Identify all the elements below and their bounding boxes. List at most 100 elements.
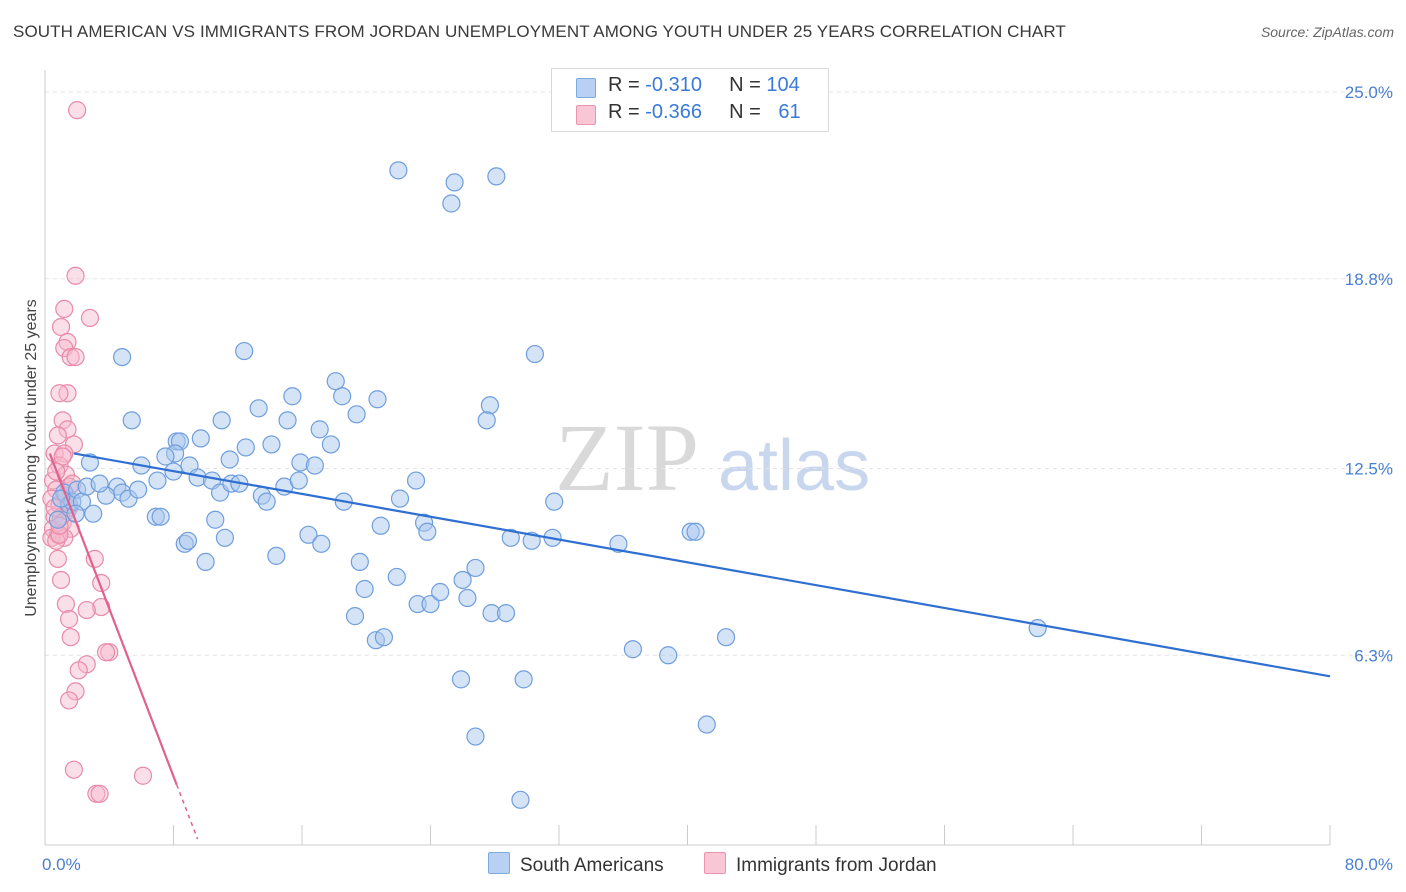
south-american-point xyxy=(466,558,485,578)
south-american-point xyxy=(148,471,167,490)
legend-n-value: 61 xyxy=(778,101,801,123)
south-american-point xyxy=(289,471,308,490)
south-american-point xyxy=(525,344,545,364)
south-american-point xyxy=(453,570,472,590)
south-american-point xyxy=(347,405,366,424)
south-american-point xyxy=(312,534,331,553)
south-american-point xyxy=(345,607,365,626)
south-american-point xyxy=(686,522,705,541)
south-american-point xyxy=(418,522,437,541)
south-american-point xyxy=(156,447,175,466)
south-american-point xyxy=(80,453,100,472)
south-american-point xyxy=(151,507,170,526)
south-american-point xyxy=(191,429,210,448)
y-tick-label: 6.3% xyxy=(1354,646,1393,665)
jordan-point xyxy=(85,549,104,568)
south-american-point xyxy=(122,411,141,430)
south-american-point xyxy=(283,387,302,406)
south-american-point xyxy=(129,480,148,499)
jordan-point xyxy=(66,682,85,701)
axes xyxy=(44,70,1331,846)
south-american-point xyxy=(697,715,716,734)
south-american-point xyxy=(442,194,461,213)
south-american-point xyxy=(458,588,477,608)
y-tick-labels: 6.3% 12.5% 18.8% 25.0% xyxy=(1345,83,1393,665)
jordan-trend-line xyxy=(48,453,178,786)
legend-n-value: 104 xyxy=(766,74,800,96)
bottom-legend-south-americans: South Americans xyxy=(488,852,664,877)
south-americans-trend-line xyxy=(73,452,1331,678)
south-american-point xyxy=(112,347,132,367)
legend-r-label: R = xyxy=(608,74,646,96)
y-tick-label: 25.0% xyxy=(1345,83,1393,102)
south-american-point xyxy=(1028,619,1047,638)
jordan-point xyxy=(69,661,88,680)
south-american-point xyxy=(48,510,67,529)
south-american-point xyxy=(178,531,198,550)
source-label: Source: ZipAtlas.com xyxy=(1260,24,1394,40)
x-tick-label: 80.0% xyxy=(1345,855,1393,874)
south-american-point xyxy=(374,628,394,647)
south-american-point xyxy=(445,173,464,192)
x-tick-labels: 0.0% 80.0% xyxy=(42,855,1393,874)
jordan-point xyxy=(68,101,87,120)
jordan-point xyxy=(66,347,85,367)
jordan-point xyxy=(77,600,96,620)
trend-lines xyxy=(48,452,1331,840)
bottom-legend-label: Immigrants from Jordan xyxy=(736,855,937,876)
south-american-point xyxy=(220,450,239,469)
jordan-point xyxy=(96,643,116,662)
watermark-zip: ZIP xyxy=(555,404,699,511)
jordan-point xyxy=(133,766,153,785)
south-american-point xyxy=(389,161,408,180)
south-american-point xyxy=(371,516,390,535)
jordan-point xyxy=(64,435,84,454)
watermark-atlas: atlas xyxy=(718,426,870,506)
jordan-point xyxy=(51,317,71,337)
jordan-point xyxy=(51,570,71,590)
bottom-legend-swatch-blue xyxy=(488,852,510,874)
series-south-americans xyxy=(48,161,1047,809)
south-american-point xyxy=(368,390,387,409)
legend-swatch-blue xyxy=(576,78,596,98)
south-american-point xyxy=(355,579,374,599)
jordan-point xyxy=(56,594,75,614)
south-american-point xyxy=(278,411,297,430)
south-american-point xyxy=(235,341,254,361)
jordan-point xyxy=(61,628,80,647)
jordan-point xyxy=(48,426,67,445)
legend-r-label: R = xyxy=(608,101,646,123)
south-american-point xyxy=(477,411,496,430)
legend-r-value: -0.310 xyxy=(645,74,702,96)
bottom-legend-label: South Americans xyxy=(520,855,664,876)
south-american-point xyxy=(623,640,642,659)
jordan-point xyxy=(80,308,100,328)
south-american-point xyxy=(236,438,255,457)
south-american-point xyxy=(305,456,324,475)
south-american-point xyxy=(333,387,352,406)
south-american-point xyxy=(212,411,231,430)
jordan-point xyxy=(53,447,72,466)
south-american-point xyxy=(267,546,286,565)
jordan-point xyxy=(58,420,77,439)
south-american-point xyxy=(321,435,341,454)
south-american-point xyxy=(431,582,450,602)
jordan-point xyxy=(59,610,79,629)
south-american-point xyxy=(299,525,318,544)
jordan-trend-line-extension xyxy=(176,784,199,840)
south-american-point xyxy=(501,528,520,547)
jordan-point xyxy=(64,760,84,779)
jordan-point xyxy=(90,784,109,803)
south-american-point xyxy=(466,727,485,746)
south-american-point xyxy=(90,474,109,493)
south-american-point xyxy=(390,489,410,508)
legend-r-value: -0.366 xyxy=(645,101,702,123)
watermark: ZIP atlas xyxy=(555,404,870,511)
south-american-point xyxy=(659,646,678,665)
jordan-point xyxy=(66,266,85,285)
south-american-point xyxy=(716,628,736,647)
chart-title: SOUTH AMERICAN VS IMMIGRANTS FROM JORDAN… xyxy=(13,22,1066,41)
south-american-point xyxy=(609,534,628,553)
series-immigrants-from-jordan xyxy=(42,101,153,803)
